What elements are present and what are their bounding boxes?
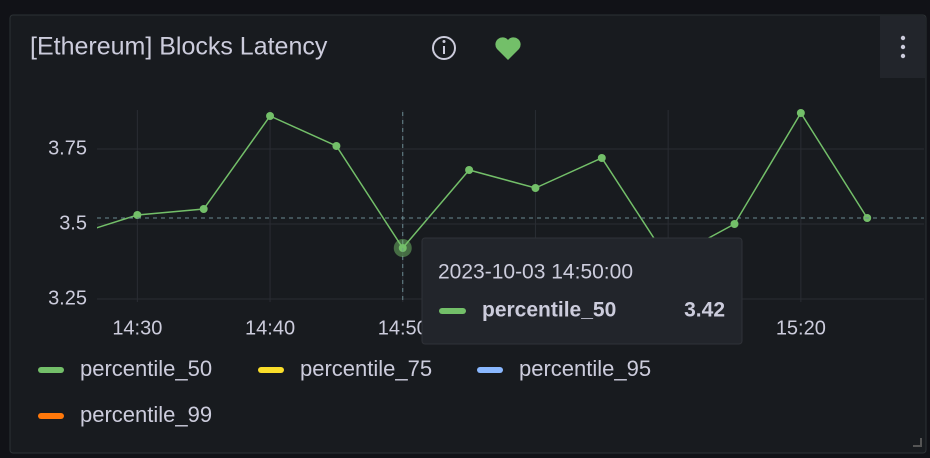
hover-point (393, 239, 412, 257)
y-tick-label: 3.75 (48, 137, 87, 159)
y-tick-label: 3.5 (59, 212, 87, 234)
data-point (332, 142, 341, 150)
x-tick-label: 14:40 (245, 317, 295, 339)
overlay: 2023-10-03 14:50:00 percentile_50 3.42 perc… (38, 112, 924, 427)
resize-handle[interactable] (913, 438, 922, 447)
legend-label[interactable]: percentile_75 (300, 356, 432, 381)
data-point (597, 154, 606, 162)
legend-label[interactable]: percentile_50 (80, 356, 212, 381)
data-point (133, 211, 142, 219)
x-tick-label: 14:50 (378, 317, 428, 339)
panel-title: [Ethereum] Blocks Latency (30, 33, 328, 61)
data-point (199, 205, 208, 213)
tooltip-title: 2023-10-03 14:50:00 (438, 261, 633, 284)
panel-frame (9, 14, 927, 454)
tooltip-box (421, 237, 743, 345)
legend-label[interactable]: percentile_99 (80, 402, 212, 427)
favorite-icon[interactable] (495, 37, 521, 60)
legend-label[interactable]: percentile_95 (519, 356, 651, 381)
info-icon[interactable] (432, 36, 456, 60)
y-tick-label: 3.25 (48, 287, 87, 309)
data-point (266, 112, 275, 120)
menu-button[interactable] (880, 16, 925, 78)
data-point (531, 184, 540, 192)
data-point (465, 166, 474, 174)
tooltip-series: percentile_50 (482, 299, 616, 322)
tooltip-value: 3.42 (684, 299, 725, 322)
data-point (796, 109, 805, 117)
x-tick-label: 15:20 (776, 317, 826, 339)
data-point (730, 220, 739, 228)
x-tick-label: 14:30 (112, 317, 162, 339)
